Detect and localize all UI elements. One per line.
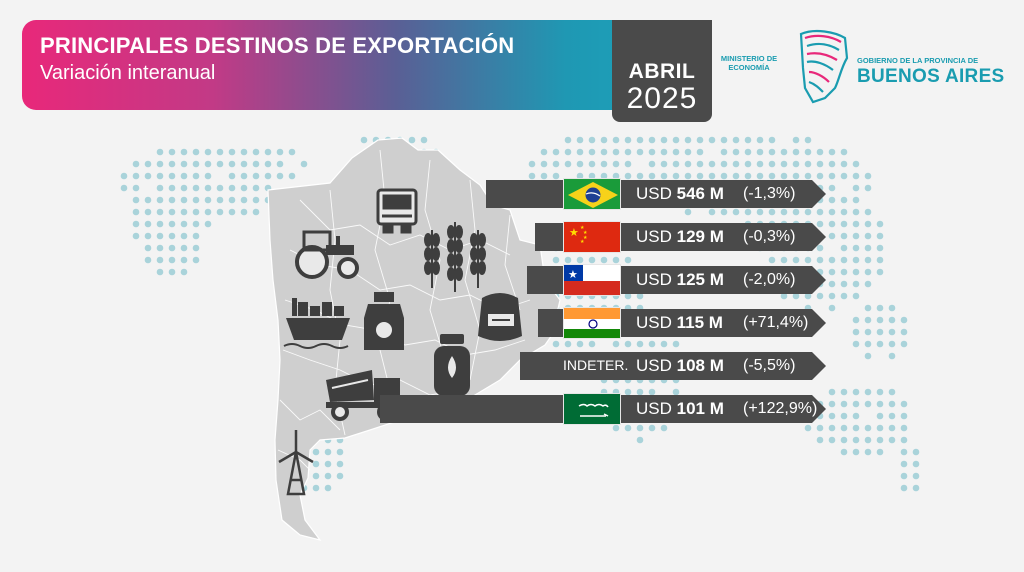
- export-value: USD 546 M: [636, 184, 724, 204]
- currency-label: USD: [636, 227, 672, 246]
- yoy-change: (-2,0%): [743, 271, 796, 288]
- wind-turbine-icon: [278, 430, 314, 496]
- brazil-flag: [563, 178, 621, 210]
- indeterminate-label: INDETER.: [563, 357, 629, 373]
- page-title: PRINCIPALES DESTINOS DE EXPORTACIÓN: [40, 33, 515, 58]
- svg-text:★: ★: [583, 230, 588, 236]
- svg-text:★: ★: [568, 268, 578, 281]
- svg-text:★: ★: [583, 235, 588, 241]
- export-value: USD 101 M: [636, 399, 724, 419]
- header-banner: ABRIL 2025: [22, 20, 712, 122]
- export-value: USD 108 M: [636, 356, 724, 376]
- export-value: USD 125 M: [636, 270, 724, 290]
- china-flag: ★ ★ ★ ★ ★: [563, 221, 621, 253]
- value-amount: 125 M: [676, 270, 724, 289]
- value-amount: 115 M: [676, 313, 723, 332]
- currency-label: USD: [636, 313, 672, 332]
- value-amount: 101 M: [676, 399, 724, 418]
- value-amount: 129 M: [676, 227, 724, 246]
- yoy-change: (-1,3%): [743, 185, 796, 202]
- date-box: ABRIL 2025: [612, 20, 712, 122]
- ministry-logo-text: MINISTERIO DE ECONOMÍA: [720, 54, 778, 72]
- gas-cylinder-icon: [434, 334, 470, 396]
- date-year: 2025: [626, 82, 698, 115]
- yoy-change: (-0,3%): [743, 228, 796, 245]
- province-logo-icon: [799, 29, 849, 104]
- yoy-change: (-5,5%): [743, 357, 796, 374]
- export-value: USD 115 M: [636, 313, 723, 333]
- milk-jug-icon: [364, 292, 404, 350]
- value-amount: 546 M: [676, 184, 724, 203]
- svg-text:★: ★: [580, 239, 585, 245]
- currency-label: USD: [636, 399, 672, 418]
- export-value: USD 129 M: [636, 227, 724, 247]
- value-amount: 108 M: [676, 356, 724, 375]
- chile-flag: ★: [563, 264, 621, 296]
- page-subtitle: Variación interanual: [40, 62, 216, 84]
- currency-label: USD: [636, 184, 672, 203]
- truck-icon: [376, 188, 418, 234]
- yoy-change: (+122,9%): [743, 400, 818, 417]
- date-month: ABRIL: [628, 60, 696, 83]
- svg-text:★: ★: [580, 225, 585, 231]
- destination-bar: [520, 352, 826, 380]
- currency-label: USD: [636, 270, 672, 289]
- saudi-arabia-flag: [563, 393, 621, 425]
- tractor-icon: [295, 230, 359, 279]
- sack-icon: [478, 293, 522, 341]
- province-name: BUENOS AIRES: [857, 66, 1005, 87]
- currency-label: USD: [636, 356, 672, 375]
- wheat-icon: [424, 222, 486, 292]
- destination-bar: [486, 180, 826, 208]
- india-flag: [563, 307, 621, 339]
- ship-icon: [283, 298, 350, 349]
- government-label: GOBIERNO DE LA PROVINCIA DE: [857, 56, 979, 65]
- svg-text:★: ★: [569, 226, 579, 239]
- yoy-change: (+71,4%): [743, 314, 809, 331]
